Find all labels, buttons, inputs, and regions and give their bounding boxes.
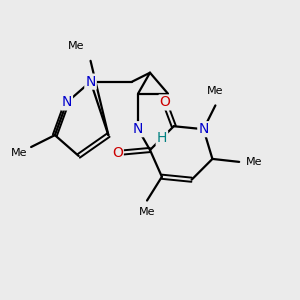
Text: Me: Me [68, 41, 84, 51]
Text: O: O [112, 146, 123, 160]
Text: Me: Me [207, 85, 224, 96]
Text: N: N [198, 122, 209, 136]
Text: Me: Me [139, 207, 155, 218]
Text: N: N [61, 95, 72, 110]
Text: N: N [85, 75, 96, 88]
Text: Me: Me [246, 157, 262, 167]
Text: H: H [157, 131, 167, 145]
Text: Me: Me [11, 148, 28, 158]
Text: N: N [133, 122, 143, 136]
Text: O: O [159, 95, 170, 110]
